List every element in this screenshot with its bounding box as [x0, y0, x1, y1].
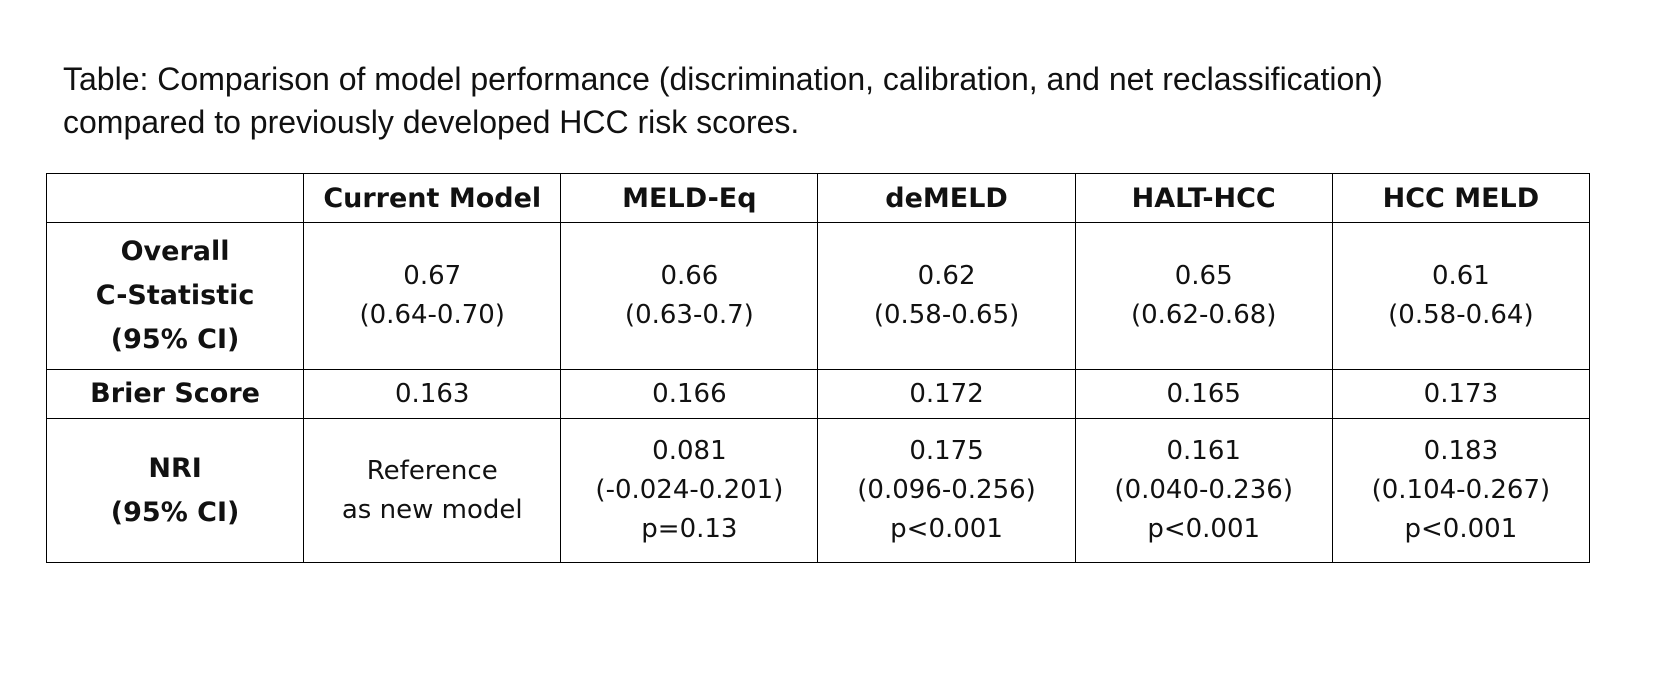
cell-value: 0.62 — [917, 261, 976, 291]
row-label-line: (95% CI) — [110, 496, 240, 528]
cell-p-value: p<0.001 — [1147, 514, 1261, 544]
cell-ci: (0.104-0.267) — [1371, 475, 1551, 505]
header-halt-hcc: HALT-HCC — [1074, 173, 1333, 223]
cell-ci: (-0.024-0.201) — [595, 475, 784, 505]
cell-p-value: p<0.001 — [890, 514, 1003, 544]
cell-ci: (0.040-0.236) — [1114, 475, 1293, 505]
cell-value: 0.65 — [1174, 261, 1233, 291]
table-row-brier-score: Brier Score 0.163 0.166 0.172 0.165 0.17… — [45, 369, 1591, 419]
cell-p-value: p<0.001 — [1404, 514, 1518, 544]
cell-current-model-nri: Reference as new model — [303, 418, 562, 563]
cell-value: 0.161 — [1166, 436, 1241, 466]
row-label-line: Overall — [120, 236, 230, 267]
caption-line-2: compared to previously developed HCC ris… — [63, 104, 800, 140]
caption-line-1: Table: Comparison of model performance (… — [63, 61, 1383, 97]
row-label-line: Brier Score — [90, 378, 260, 409]
table-row-c-statistic: Overall C-Statistic (95% CI) 0.67 (0.64-… — [45, 222, 1591, 370]
header-hcc-meld: HCC MELD — [1331, 173, 1591, 223]
cell-demeld-brier: 0.172 — [817, 369, 1076, 419]
cell-ci: (0.62-0.68) — [1130, 300, 1277, 330]
cell-ci: (0.63-0.7) — [624, 300, 754, 330]
row-label-line: NRI — [148, 452, 202, 484]
row-label-line: (95% CI) — [110, 324, 240, 355]
cell-value: 0.61 — [1431, 261, 1490, 291]
row-label-nri: NRI (95% CI) — [45, 418, 305, 563]
cell-hcc-meld-c-statistic: 0.61 (0.58-0.64) — [1331, 222, 1591, 370]
cell-demeld-c-statistic: 0.62 (0.58-0.65) — [817, 222, 1076, 370]
header-row: Current Model MELD-Eq deMELD HALT-HCC HC… — [45, 173, 1591, 223]
cell-meld-eq-c-statistic: 0.66 (0.63-0.7) — [560, 222, 819, 370]
cell-value: Reference — [366, 455, 498, 486]
cell-hcc-meld-brier: 0.173 — [1331, 369, 1591, 419]
header-cell-empty — [45, 173, 305, 223]
cell-meld-eq-brier: 0.166 — [560, 369, 819, 419]
table-row-nri: NRI (95% CI) Reference as new model 0.08… — [45, 418, 1591, 563]
row-label-brier-score: Brier Score — [45, 369, 305, 419]
cell-demeld-nri: 0.175 (0.096-0.256) p<0.001 — [817, 418, 1076, 563]
cell-value: 0.183 — [1423, 436, 1499, 466]
table-caption: Table: Comparison of model performance (… — [63, 58, 1623, 144]
cell-current-model-brier: 0.163 — [303, 369, 562, 419]
row-label-line: C-Statistic — [95, 280, 255, 311]
cell-ci: (0.58-0.64) — [1388, 300, 1534, 330]
header-demeld: deMELD — [817, 173, 1076, 223]
cell-p-value: p=0.13 — [641, 514, 738, 544]
cell-note: as new model — [341, 494, 523, 525]
cell-value: 0.67 — [403, 261, 462, 291]
cell-halt-hcc-c-statistic: 0.65 (0.62-0.68) — [1074, 222, 1333, 370]
cell-ci: (0.096-0.256) — [857, 475, 1036, 505]
cell-halt-hcc-nri: 0.161 (0.040-0.236) p<0.001 — [1074, 418, 1333, 563]
cell-value: 0.081 — [652, 436, 727, 466]
row-label-c-statistic: Overall C-Statistic (95% CI) — [45, 222, 305, 370]
cell-current-model-c-statistic: 0.67 (0.64-0.70) — [303, 222, 562, 370]
header-current-model: Current Model — [303, 173, 562, 223]
cell-ci: (0.58-0.65) — [873, 300, 1020, 330]
cell-halt-hcc-brier: 0.165 — [1074, 369, 1333, 419]
cell-meld-eq-nri: 0.081 (-0.024-0.201) p=0.13 — [560, 418, 819, 563]
cell-value: 0.66 — [660, 261, 719, 291]
model-performance-table: Current Model MELD-Eq deMELD HALT-HCC HC… — [45, 173, 1591, 563]
header-meld-eq: MELD-Eq — [560, 173, 819, 223]
cell-ci: (0.64-0.70) — [359, 300, 505, 330]
cell-value: 0.175 — [909, 436, 984, 466]
cell-hcc-meld-nri: 0.183 (0.104-0.267) p<0.001 — [1331, 418, 1591, 563]
